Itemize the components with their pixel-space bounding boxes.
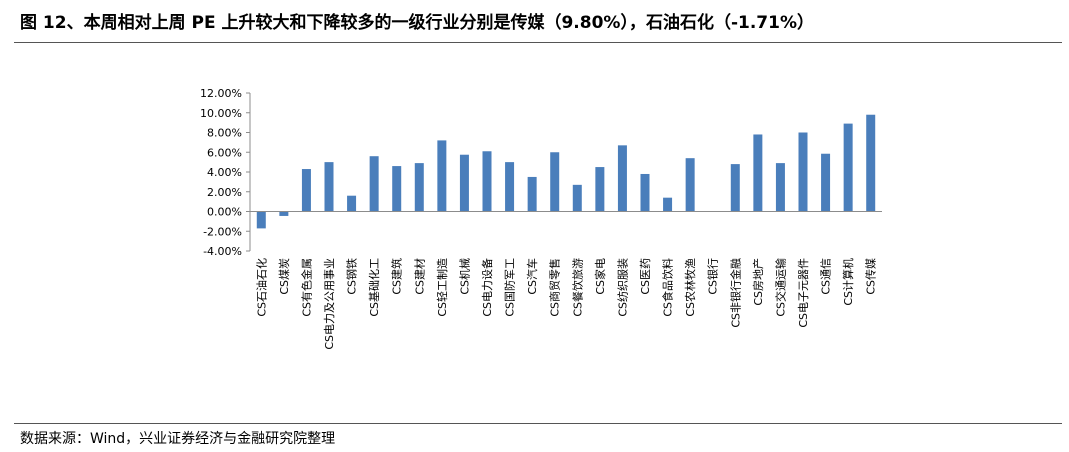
category-label: CS煤炭 bbox=[278, 258, 291, 295]
category-label: CS银行 bbox=[706, 258, 720, 295]
bar bbox=[843, 123, 853, 212]
title-divider bbox=[14, 42, 1062, 43]
bar bbox=[866, 114, 876, 212]
category-label: CS建筑 bbox=[390, 258, 404, 295]
figure-title: 图 12、本周相对上周 PE 上升较大和下降较多的一级行业分别是传媒（9.80%… bbox=[20, 13, 814, 33]
data-source-note: 数据来源：Wind，兴业证券经济与金融研究院整理 bbox=[20, 431, 336, 447]
category-label: CS医药 bbox=[639, 258, 652, 295]
y-tick-label: -2.00% bbox=[203, 225, 242, 238]
bar bbox=[798, 132, 808, 212]
bar bbox=[482, 151, 492, 212]
category-label: CS电力及公用事业 bbox=[323, 258, 336, 350]
bar bbox=[369, 156, 379, 212]
y-tick-label: -4.00% bbox=[203, 245, 242, 258]
category-labels: CS石油石化 CS煤炭 CS有色金属 CS电力及公用事业 CS钢铁 CS基础化工 CS建筑 C… bbox=[254, 258, 877, 350]
category-label: CS轻工制造 bbox=[435, 258, 449, 317]
bar bbox=[459, 154, 469, 212]
bar bbox=[550, 152, 560, 212]
y-tick-label: 0.00% bbox=[207, 206, 242, 219]
category-label: CS钢铁 bbox=[346, 258, 359, 295]
bar bbox=[347, 195, 357, 212]
category-label: CS纺织服装 bbox=[615, 258, 629, 317]
bars bbox=[256, 114, 876, 229]
bar bbox=[572, 184, 582, 212]
category-label: CS餐饮旅游 bbox=[570, 258, 584, 317]
category-label: CS家电 bbox=[593, 258, 607, 295]
category-label: CS农林牧渔 bbox=[683, 258, 697, 317]
bar bbox=[685, 158, 695, 212]
bar bbox=[256, 211, 266, 229]
category-label: CS电子元器件 bbox=[797, 258, 810, 328]
category-label: CS汽车 bbox=[525, 258, 539, 295]
category-label: CS商贸零售 bbox=[548, 258, 562, 317]
category-label: CS国防军工 bbox=[503, 258, 517, 317]
bar bbox=[437, 140, 447, 212]
category-label: CS电力设备 bbox=[480, 258, 494, 317]
bar bbox=[595, 167, 605, 212]
bar bbox=[324, 162, 334, 212]
bar bbox=[301, 169, 311, 212]
bar bbox=[414, 163, 424, 212]
y-tick-label: 2.00% bbox=[207, 186, 242, 199]
footer-divider bbox=[14, 423, 1062, 424]
category-label: CS石油石化 bbox=[254, 258, 268, 317]
y-tick-label: 4.00% bbox=[207, 166, 242, 179]
y-tick-label: 12.00% bbox=[200, 87, 242, 100]
bar-chart: 12.00% 10.00% 8.00% 6.00% 4.00% 2.00% 0.00% -2.… bbox=[200, 87, 882, 350]
bar bbox=[821, 153, 831, 212]
category-label: CS通信 bbox=[820, 258, 833, 295]
bar bbox=[753, 134, 763, 212]
category-label: CS建材 bbox=[412, 258, 426, 295]
category-label: CS食品饮料 bbox=[661, 258, 675, 317]
bar bbox=[527, 176, 537, 212]
bar bbox=[775, 163, 785, 212]
category-label: CS有色金属 bbox=[299, 258, 313, 317]
bar bbox=[392, 166, 402, 212]
category-label: CS基础化工 bbox=[367, 258, 381, 317]
bar bbox=[640, 173, 650, 212]
bar bbox=[505, 162, 515, 212]
bar bbox=[663, 197, 673, 212]
bar bbox=[617, 145, 627, 212]
category-label: CS传媒 bbox=[865, 258, 878, 295]
category-label: CS机械 bbox=[457, 258, 471, 295]
category-label: CS非银行金融 bbox=[728, 258, 742, 328]
y-tick-label: 8.00% bbox=[207, 127, 242, 140]
y-tick-label: 10.00% bbox=[200, 107, 242, 120]
category-label: CS计算机 bbox=[841, 258, 855, 306]
y-tick-label: 6.00% bbox=[207, 146, 242, 159]
category-label: CS房地产 bbox=[751, 258, 765, 306]
category-label: CS交通运输 bbox=[773, 258, 787, 317]
bar bbox=[730, 164, 740, 212]
bar bbox=[279, 211, 289, 216]
y-axis-ticks: 12.00% 10.00% 8.00% 6.00% 4.00% 2.00% 0.00% -2.… bbox=[200, 87, 250, 258]
